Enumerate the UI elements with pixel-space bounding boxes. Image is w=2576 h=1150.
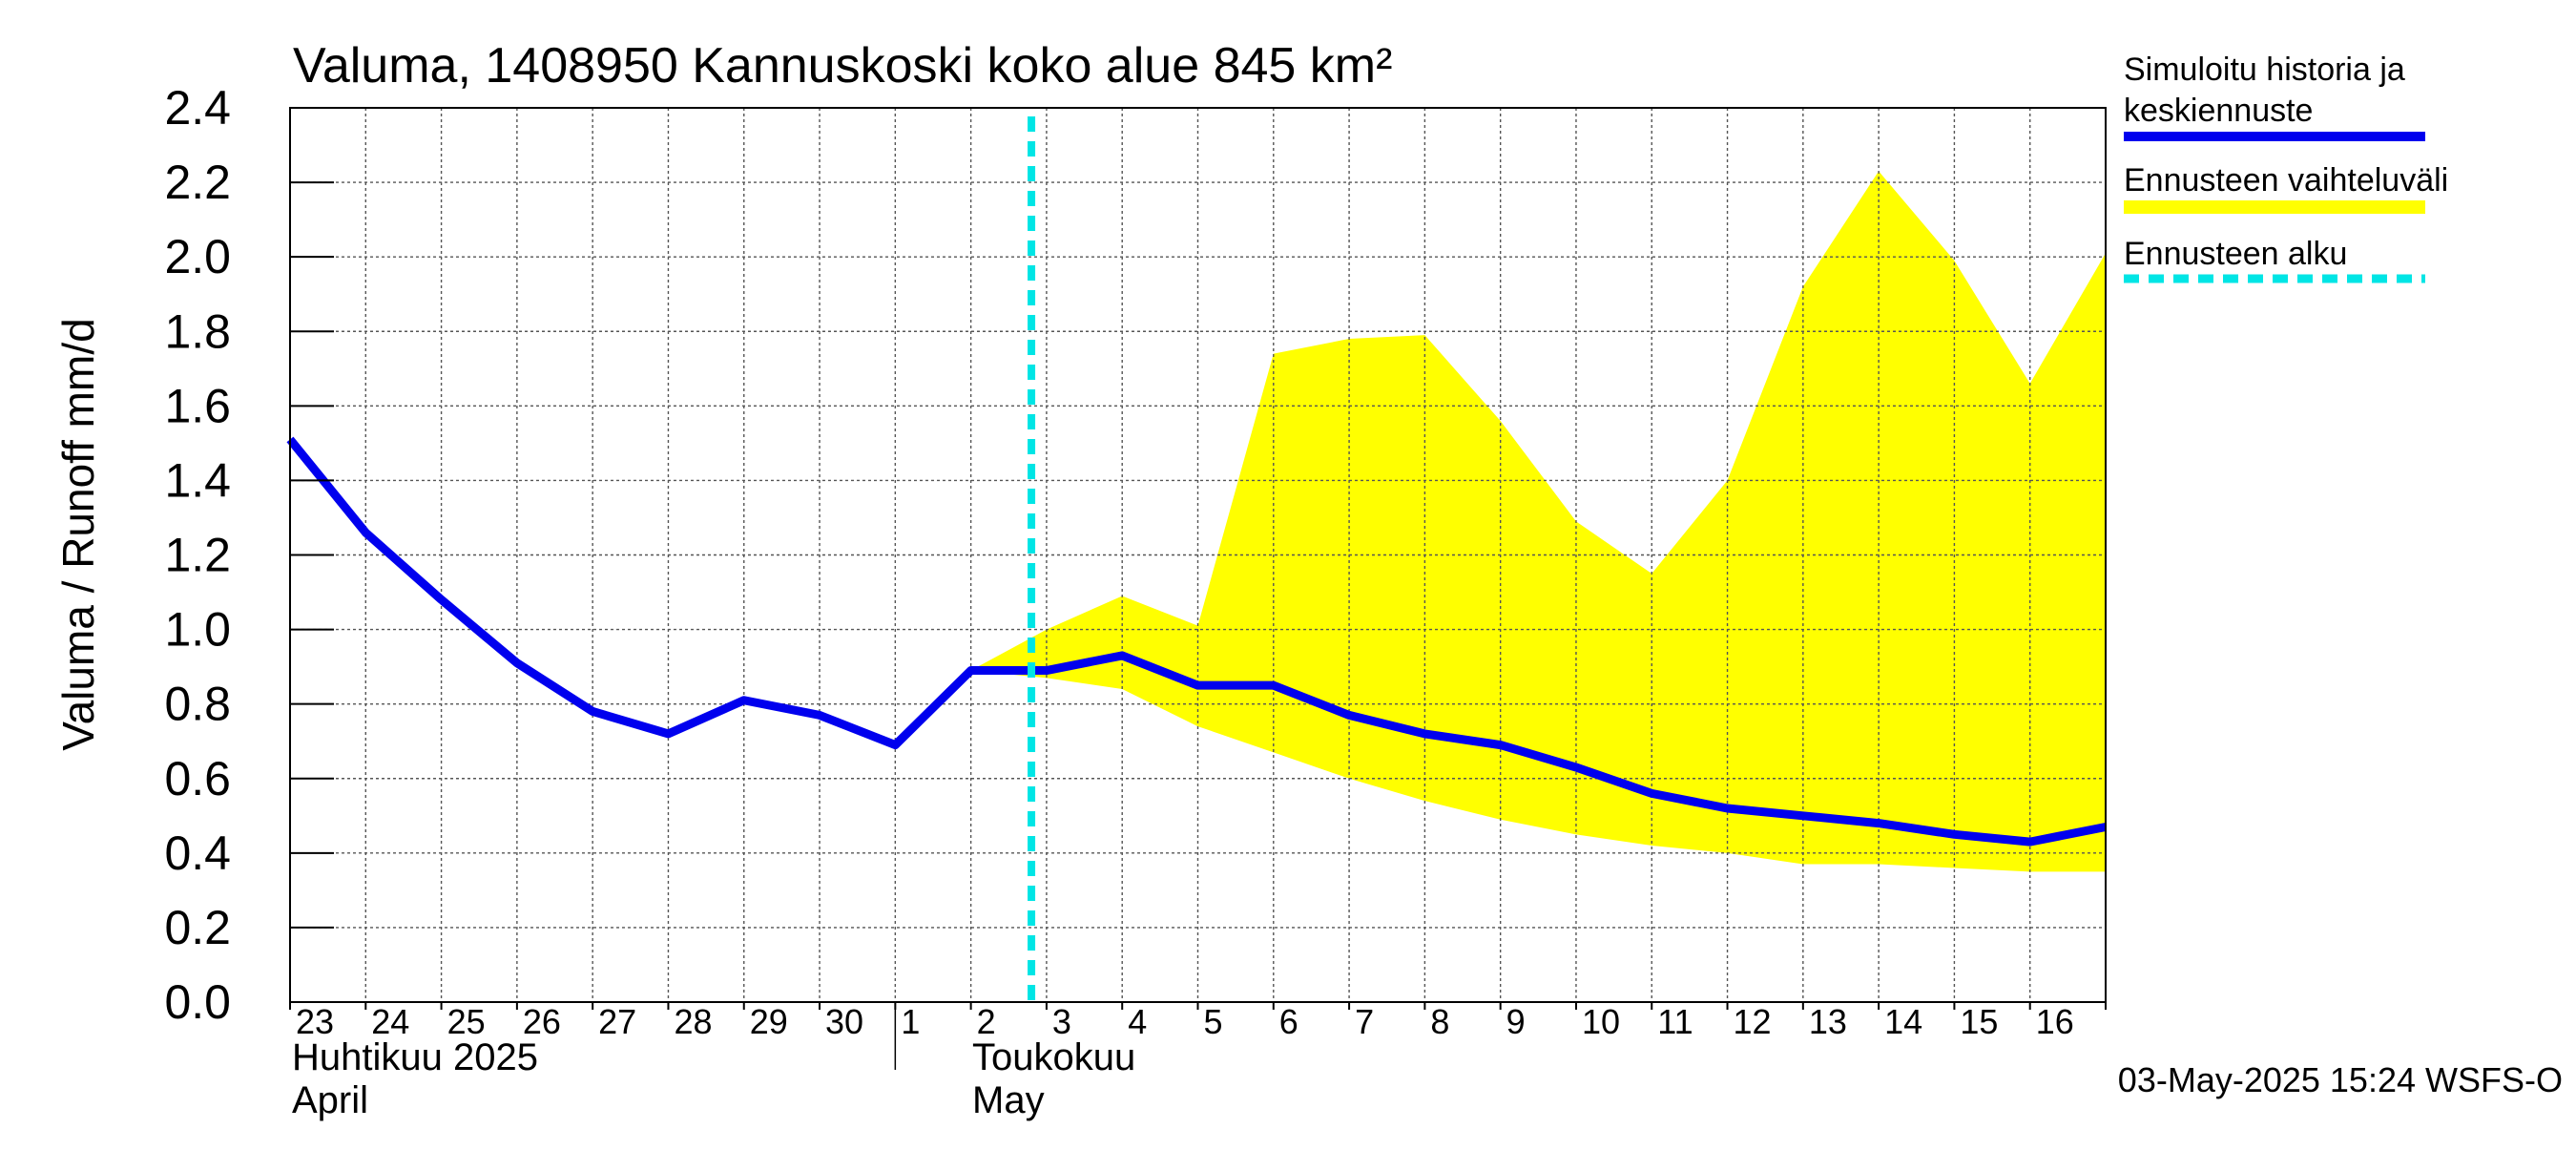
x-tick-label: 3 xyxy=(1052,1002,1071,1041)
x-tick-label: 13 xyxy=(1809,1002,1847,1041)
x-tick-label: 6 xyxy=(1279,1002,1298,1041)
month-label-april-line1: Huhtikuu 2025 xyxy=(292,1036,538,1078)
y-tick-label: 1.4 xyxy=(164,453,231,507)
y-tick-label: 1.2 xyxy=(164,529,231,582)
forecast-range-band xyxy=(970,171,2106,872)
x-tick-label: 9 xyxy=(1506,1002,1526,1041)
month-label-april-line2: April xyxy=(292,1079,368,1121)
x-tick-label: 8 xyxy=(1430,1002,1449,1041)
y-tick-label: 0.4 xyxy=(164,826,231,880)
x-tick-label: 2 xyxy=(977,1002,996,1041)
y-tick-label: 1.0 xyxy=(164,603,231,657)
x-tick-label: 14 xyxy=(1884,1002,1922,1041)
x-tick-label: 5 xyxy=(1204,1002,1223,1041)
y-axis-label: Valuma / Runoff mm/d xyxy=(53,318,103,750)
footer-timestamp: 03-May-2025 15:24 WSFS-O xyxy=(2118,1060,2563,1099)
y-tick-labels: 0.0 0.2 0.4 0.6 0.8 1.0 1.2 1.4 1.6 1.8 2.0 2.2 2.4 xyxy=(164,81,231,1029)
y-tick-label: 2.0 xyxy=(164,230,231,283)
series-group xyxy=(286,436,2107,847)
x-tick-label: 11 xyxy=(1657,1002,1693,1041)
legend-label-simulated-2: keskiennuste xyxy=(2124,93,2313,129)
x-tick-label: 1 xyxy=(901,1002,920,1041)
x-tick-label: 12 xyxy=(1734,1002,1772,1041)
x-tick-labels: 23 24 25 26 27 28 29 30 1 2 3 4 5 6 7 8 9 10 11 12 13 14 15 16 xyxy=(296,1002,2074,1041)
x-tick-label: 26 xyxy=(523,1002,561,1041)
legend-label-range: Ennusteen vaihteluväli xyxy=(2124,162,2448,199)
x-tick-label: 28 xyxy=(674,1002,712,1041)
forecast-band-group xyxy=(970,171,2106,872)
legend-label-simulated-1: Simuloitu historia ja xyxy=(2124,52,2405,88)
y-tick-label: 0.2 xyxy=(164,901,231,954)
y-tick-label: 2.2 xyxy=(164,156,231,209)
month-label-may-line2: May xyxy=(972,1079,1045,1121)
chart-title: Valuma, 1408950 Kannuskoski koko alue 84… xyxy=(293,38,1392,94)
x-tick-label: 4 xyxy=(1128,1002,1147,1041)
y-tick-label: 0.0 xyxy=(164,975,231,1029)
x-tick-label: 25 xyxy=(447,1002,486,1041)
x-tick-label: 30 xyxy=(825,1002,863,1041)
x-tick-label: 10 xyxy=(1582,1002,1620,1041)
x-tick-label: 24 xyxy=(371,1002,409,1041)
x-tick-label: 29 xyxy=(750,1002,788,1041)
legend-label-forecast-start: Ennusteen alku xyxy=(2124,236,2347,272)
month-label-may-line1: Toukokuu xyxy=(972,1036,1135,1078)
legend: Simuloitu historia ja keskiennuste Ennus… xyxy=(2124,52,2448,283)
y-tick-label: 1.8 xyxy=(164,304,231,358)
x-tick-label: 16 xyxy=(2036,1002,2074,1041)
axes-group xyxy=(289,107,2107,1070)
x-tick-label: 7 xyxy=(1355,1002,1374,1041)
x-tick-label: 15 xyxy=(1960,1002,1998,1041)
series-line-simulated xyxy=(286,436,2107,847)
y-tick-label: 0.8 xyxy=(164,678,231,731)
y-tick-label: 2.4 xyxy=(164,81,231,135)
x-tick-label: 23 xyxy=(296,1002,334,1041)
x-tick-label: 27 xyxy=(598,1002,636,1041)
y-tick-label: 1.6 xyxy=(164,379,231,432)
y-tick-label: 0.6 xyxy=(164,752,231,805)
grid-group xyxy=(290,107,2106,1002)
